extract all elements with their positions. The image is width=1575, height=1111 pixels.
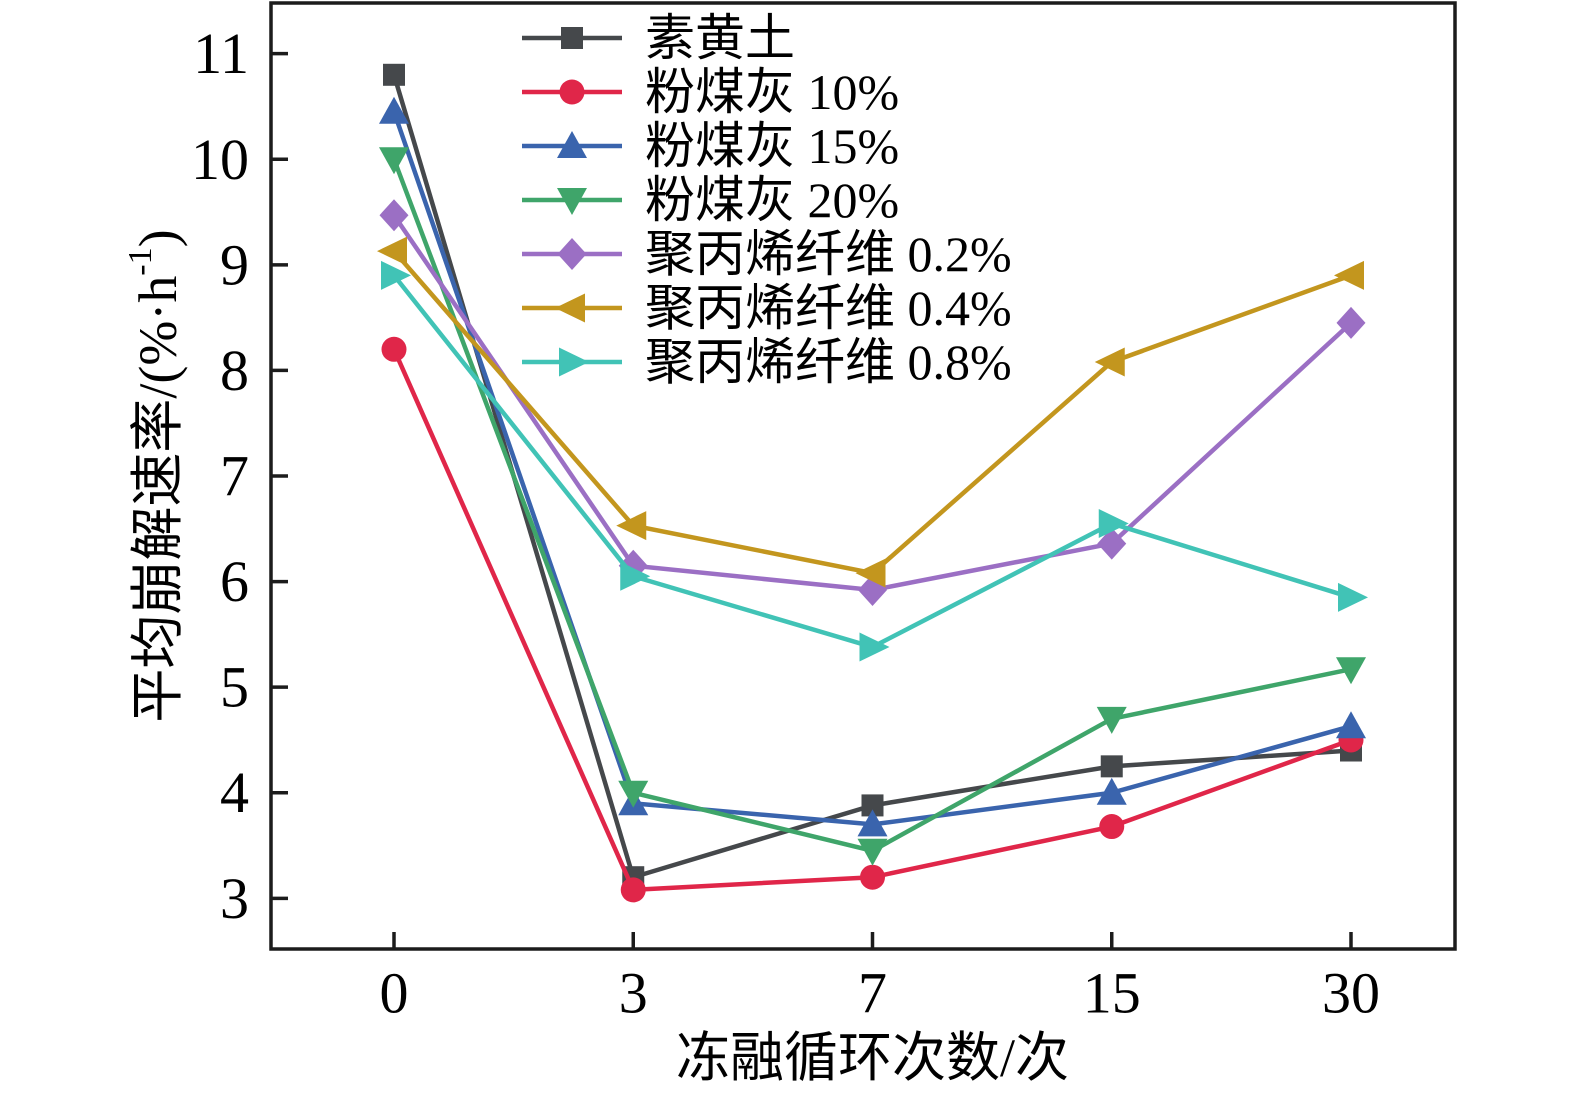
data-point-marker xyxy=(1336,711,1366,739)
y-tick-label: 4 xyxy=(220,760,249,825)
x-tick-label: 3 xyxy=(619,961,648,1026)
data-point-marker xyxy=(381,336,407,362)
legend-marker-triangle-left xyxy=(555,293,585,323)
data-point-marker xyxy=(1096,706,1127,734)
legend-item: 粉煤灰 20% xyxy=(522,172,899,228)
data-point-marker xyxy=(859,632,890,662)
data-point-marker xyxy=(1338,582,1368,612)
legend-label: 聚丙烯纤维 0.2% xyxy=(645,226,1012,282)
series-1 xyxy=(381,336,1364,903)
y-axis: 3 4 5 6 7 8 9 10 11 xyxy=(191,21,288,931)
legend-label: 聚丙烯纤维 0.4% xyxy=(645,280,1012,336)
series-2 xyxy=(379,96,1366,837)
data-point-marker xyxy=(620,561,651,591)
data-point-marker xyxy=(861,794,884,817)
data-point-marker xyxy=(381,260,411,290)
y-axis-title: 平均崩解速率/(%·h-1) xyxy=(122,229,189,722)
x-axis-title: 冻融循环次数/次 xyxy=(676,1028,1069,1088)
legend-marker-triangle-down xyxy=(557,188,587,215)
data-point-marker xyxy=(379,96,409,124)
x-tick-label: 0 xyxy=(380,961,409,1026)
y-tick-label: 11 xyxy=(193,21,249,86)
data-point-marker xyxy=(1336,657,1366,685)
y-tick-label: 10 xyxy=(191,127,249,192)
series-0 xyxy=(383,63,1362,889)
legend-label: 聚丙烯纤维 0.8% xyxy=(645,334,1012,390)
legend-marker-triangle-right xyxy=(559,347,589,377)
data-point-marker xyxy=(857,838,888,866)
series-4 xyxy=(379,199,1366,607)
legend-marker-triangle-up xyxy=(557,131,587,158)
legend-label: 粉煤灰 10% xyxy=(645,64,899,120)
y-tick-label: 7 xyxy=(220,444,249,509)
data-point-marker xyxy=(1097,527,1127,560)
data-point-marker xyxy=(379,199,409,232)
data-point-marker xyxy=(1096,777,1127,805)
y-tick-label: 8 xyxy=(220,338,249,403)
legend-item: 粉煤灰 15% xyxy=(522,118,899,174)
data-point-marker xyxy=(616,511,647,541)
data-point-marker xyxy=(1336,306,1366,339)
data-point-marker xyxy=(1334,260,1364,290)
legend-item: 粉煤灰 10% xyxy=(522,64,899,120)
x-tick-label: 15 xyxy=(1083,961,1141,1026)
series-5 xyxy=(377,236,1364,588)
y-tick-label: 3 xyxy=(220,866,249,931)
legend-item: 素黄土 xyxy=(522,10,795,66)
y-tick-label: 9 xyxy=(220,232,249,297)
data-point-marker xyxy=(620,877,646,903)
data-point-marker xyxy=(860,864,885,890)
x-tick-label: 7 xyxy=(858,961,887,1026)
data-point-marker xyxy=(1099,814,1125,840)
legend-label: 粉煤灰 15% xyxy=(645,118,899,174)
data-point-marker xyxy=(379,147,409,175)
series-3 xyxy=(379,147,1366,866)
legend-item: 聚丙烯纤维 0.8% xyxy=(522,334,1012,390)
data-point-marker xyxy=(1098,509,1129,539)
legend-label: 素黄土 xyxy=(645,10,795,66)
legend-item: 聚丙烯纤维 0.4% xyxy=(522,280,1012,336)
data-point-marker xyxy=(383,63,405,86)
legend-marker-diamond xyxy=(557,238,587,270)
x-axis: 0 3 7 15 30 xyxy=(380,932,1380,1026)
data-point-marker xyxy=(377,236,407,266)
y-tick-label: 6 xyxy=(220,549,249,614)
legend-marker-circle xyxy=(559,79,585,105)
data-point-marker xyxy=(1094,347,1125,377)
data-point-marker xyxy=(618,780,649,808)
x-tick-label: 30 xyxy=(1322,961,1380,1026)
legend-label: 粉煤灰 20% xyxy=(645,172,899,228)
series-6 xyxy=(381,260,1368,662)
data-point-marker xyxy=(857,809,888,837)
legend-item: 聚丙烯纤维 0.2% xyxy=(522,226,1012,282)
y-tick-label: 5 xyxy=(220,655,249,720)
data-point-marker xyxy=(1100,755,1123,778)
data-point-marker xyxy=(855,558,886,588)
legend-marker-square xyxy=(561,27,583,49)
